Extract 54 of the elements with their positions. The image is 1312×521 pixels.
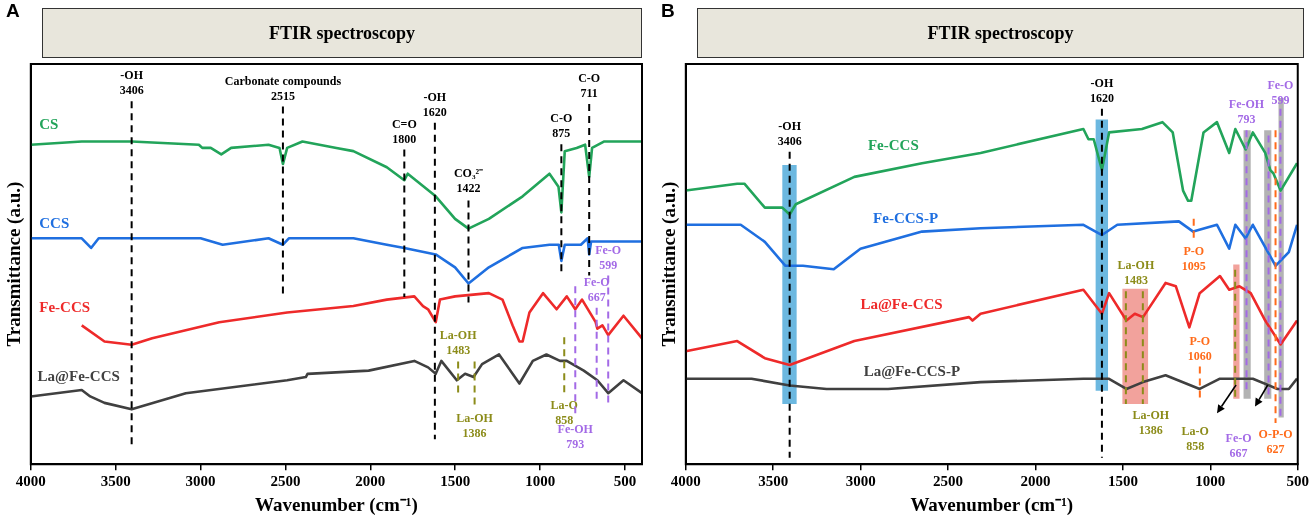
ref-line-label: La-O 858: [1181, 423, 1209, 453]
x-tick-label: 2000: [1020, 473, 1051, 490]
ref-line-label: O-P-O 627: [1258, 426, 1293, 456]
x-axis-title: Wavenumber (cm⁻¹): [910, 493, 1074, 516]
ref-line-label: Carbonate compounds 2515: [224, 73, 342, 103]
x-tick-label: 4000: [670, 473, 701, 490]
x-tick-label: 3000: [845, 473, 876, 490]
x-tick-label: 1000: [525, 473, 556, 490]
x-tick-label: 3500: [758, 473, 789, 490]
series-label: Fe-CCS-P: [873, 209, 939, 226]
series-label: La@Fe-CCS-P: [863, 362, 961, 379]
x-tick-label: 2000: [355, 473, 386, 490]
ref-line-label: Fe-OH 793: [1228, 97, 1265, 127]
ref-line-label: P-O 1095: [1181, 244, 1206, 274]
y-axis-title: Transmittance (a.u.): [3, 181, 26, 347]
x-tick-label: 500: [613, 473, 637, 490]
x-tick-label: 2500: [270, 473, 301, 490]
ref-line-label: La-OH 1386: [456, 411, 494, 441]
ref-line-label: C-O 711: [578, 71, 601, 100]
series-label: La@Fe-CCS: [37, 368, 120, 385]
ref-line-label: C=O 1800: [391, 116, 417, 146]
series-label: CCS: [39, 215, 70, 232]
x-tick-label: 500: [1286, 473, 1309, 490]
ref-line-label: La-OH 1386: [1132, 408, 1170, 438]
series-label: La@Fe-CCS: [860, 295, 943, 312]
ref-line-label: P-O 1060: [1187, 333, 1212, 363]
chart-title: FTIR spectroscopy: [42, 8, 642, 58]
ref-line-label: -OH 3406: [119, 68, 144, 98]
ref-line-label: Fe-O 667: [1225, 430, 1252, 460]
series-label: Fe-CCS: [39, 298, 91, 315]
ref-line-label: C-O 875: [550, 111, 573, 141]
ref-line-label: Fe-O 667: [583, 274, 610, 304]
x-tick-label: 1000: [1195, 473, 1226, 490]
y-axis-title: Transmittance (a.u.): [658, 181, 681, 347]
ref-line-label: Fe-O 599: [1267, 77, 1294, 107]
ref-line-label: La-OH 1483: [439, 328, 478, 358]
x-tick-label: 3500: [100, 473, 131, 490]
chart-title: FTIR spectroscopy: [697, 8, 1304, 58]
ref-line-label: -OH 1620: [422, 89, 447, 119]
ref-line-label: La-OH 1483: [1117, 258, 1155, 288]
x-axis-title: Wavenumber (cm⁻¹): [255, 493, 418, 516]
ref-line-label: -OH 1620: [1089, 75, 1114, 105]
x-tick-label: 1500: [1107, 473, 1138, 490]
x-tick-label: 2500: [933, 473, 964, 490]
x-tick-label: 3000: [185, 473, 216, 490]
series-label: CS: [39, 116, 59, 133]
ref-line-label: -OH 3406: [777, 118, 802, 148]
ref-line-label: CO₃²⁻ 1422: [453, 165, 484, 195]
text: B: [661, 0, 675, 22]
series-label: Fe-CCS: [867, 137, 919, 154]
x-tick-label: 1500: [440, 473, 471, 490]
ref-line-label: Fe-O 599: [595, 242, 622, 272]
x-tick-label: 4000: [15, 473, 46, 490]
text: A: [6, 0, 20, 22]
